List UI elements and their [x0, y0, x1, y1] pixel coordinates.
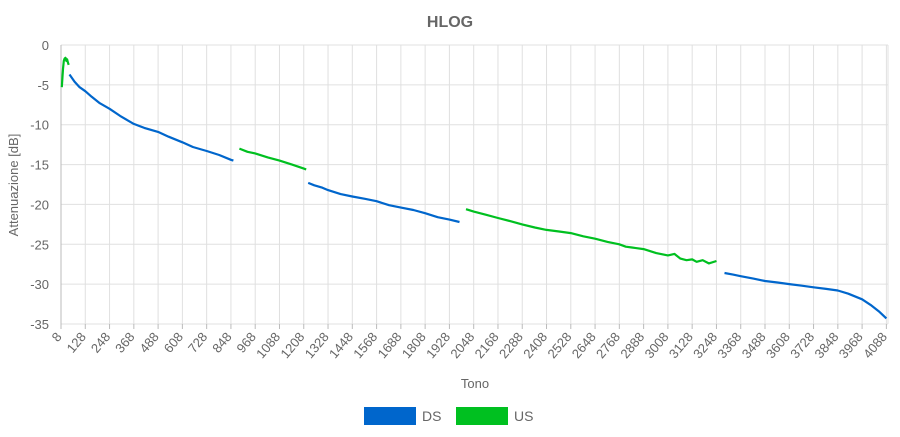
x-axis-ticks: 8128248368488608728848968108812081328144…: [49, 329, 891, 361]
x-tick-label: 128: [64, 329, 89, 355]
x-tick-label: 1088: [253, 329, 283, 361]
x-tick-label: 1568: [350, 329, 380, 361]
x-tick-label: 848: [209, 329, 234, 355]
x-axis-title: Tono: [461, 376, 489, 391]
x-tick-label: 3368: [714, 329, 744, 361]
x-tick-label: 1328: [302, 329, 332, 361]
x-tick-label: 3248: [690, 329, 720, 361]
chart-title: HLOG: [427, 14, 473, 31]
x-tick-label: 368: [112, 329, 137, 355]
x-tick-label: 1208: [277, 329, 307, 361]
legend-label-us: US: [514, 408, 533, 424]
series-line-us: [60, 56, 70, 88]
x-tick-label: 608: [161, 329, 186, 355]
x-tick-label: 3968: [836, 329, 866, 361]
x-tick-label: 3608: [763, 329, 793, 361]
y-tick-label: -25: [30, 237, 49, 252]
series-line-us: [465, 208, 717, 265]
y-tick-label: -10: [30, 118, 49, 133]
x-tick-label: 8: [49, 329, 65, 344]
x-tick-label: 2168: [472, 329, 502, 361]
y-tick-label: -15: [30, 158, 49, 173]
x-tick-label: 1808: [399, 329, 429, 361]
legend-swatch-ds: [364, 407, 416, 425]
x-tick-label: 1928: [423, 329, 453, 361]
x-tick-label: 1688: [375, 329, 405, 361]
series-line-ds: [68, 73, 234, 162]
legend-label-ds: DS: [422, 408, 441, 424]
x-tick-label: 728: [185, 329, 210, 355]
x-tick-label: 2408: [520, 329, 550, 361]
x-tick-label: 488: [136, 329, 161, 355]
series-line-ds: [307, 181, 460, 224]
grid-lines: [60, 44, 889, 329]
x-tick-label: 1448: [326, 329, 356, 361]
y-tick-label: -30: [30, 277, 49, 292]
legend: DS US: [364, 407, 533, 425]
x-tick-label: 2048: [447, 329, 477, 361]
x-tick-label: 4088: [860, 329, 890, 361]
x-tick-label: 248: [88, 329, 113, 355]
x-tick-label: 3488: [739, 329, 769, 361]
y-tick-label: -35: [30, 317, 49, 332]
x-tick-label: 2768: [593, 329, 623, 361]
series-line-ds: [724, 271, 888, 320]
x-tick-label: 3728: [787, 329, 817, 361]
x-tick-label: 2888: [617, 329, 647, 361]
legend-swatch-us: [456, 407, 508, 425]
x-tick-label: 2528: [544, 329, 574, 361]
y-tick-label: -5: [37, 78, 49, 93]
series-line-us: [238, 147, 307, 171]
y-tick-label: -20: [30, 197, 49, 212]
x-tick-label: 2648: [569, 329, 599, 361]
x-tick-label: 3008: [642, 329, 672, 361]
plot-lines: [60, 56, 888, 320]
x-tick-label: 3848: [811, 329, 841, 361]
x-tick-label: 2288: [496, 329, 526, 361]
y-axis-title: Attenuazione [dB]: [6, 134, 21, 237]
y-axis-ticks: 0 -5 -10 -15 -20 -25 -30 -35: [30, 38, 49, 332]
y-tick-label: 0: [42, 38, 49, 53]
x-tick-label: 3128: [666, 329, 696, 361]
